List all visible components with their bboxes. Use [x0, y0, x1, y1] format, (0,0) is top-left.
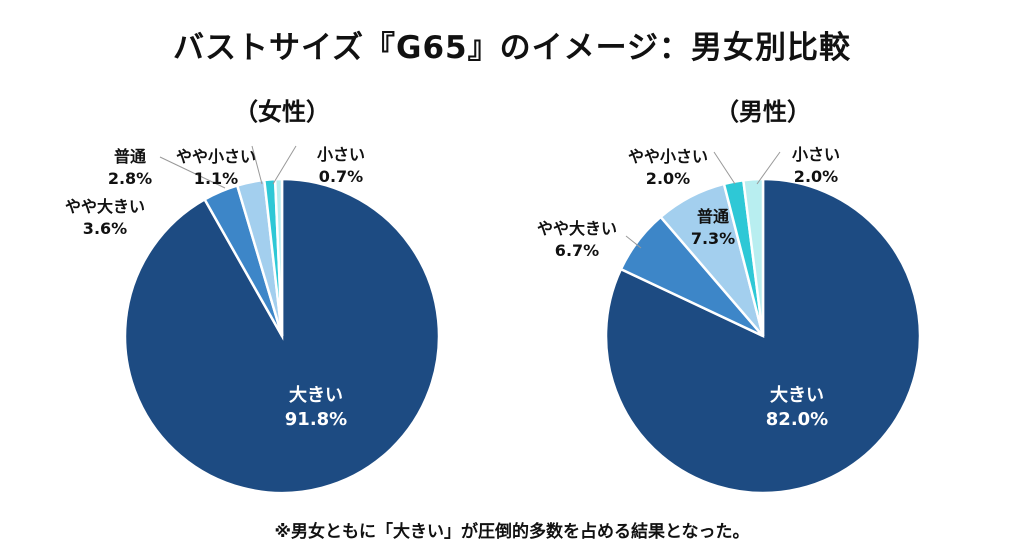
- percent-label: 2.0%: [645, 169, 691, 188]
- male-leader-line-1: [625, 235, 642, 249]
- male-data-label: やや大きい 6.7%: [537, 218, 617, 262]
- category-label: 小さい: [791, 145, 841, 164]
- category-label: やや小さい: [175, 147, 257, 166]
- percent-label: 6.7%: [554, 241, 600, 260]
- category-label: 大きい: [288, 385, 343, 406]
- footnote: ※男女ともに「大きい」が圧倒的多数を占める結果となった。: [274, 522, 750, 542]
- female-data-label: やや小さい 1.1%: [176, 146, 256, 190]
- female-data-label: やや大きい 3.6%: [65, 196, 145, 240]
- male-data-label: 普通 7.3%: [691, 206, 735, 250]
- female-leader-line-2: [159, 156, 226, 189]
- percent-label: 1.1%: [193, 169, 239, 188]
- female-data-label: 小さい 0.7%: [317, 144, 365, 188]
- category-label: 小さい: [316, 145, 366, 164]
- category-label: 大きい: [769, 385, 824, 406]
- female-data-label: 大きい 91.8%: [285, 384, 347, 432]
- male-data-label: 大きい 82.0%: [766, 384, 828, 432]
- female-leader-line-4: [272, 145, 297, 185]
- male-data-label: 小さい 2.0%: [792, 144, 840, 188]
- female-slice-4: [273, 177, 284, 337]
- male-data-label: やや小さい 2.0%: [628, 146, 708, 190]
- category-label: 普通: [113, 147, 146, 166]
- chart-title: バストサイズ『G65』のイメージ：男女別比較: [172, 30, 852, 66]
- male-slice-4: [741, 177, 765, 337]
- percent-label: 2.0%: [793, 167, 839, 186]
- percent-label: 3.6%: [82, 219, 128, 238]
- percent-label: 82.0%: [765, 409, 829, 430]
- female-data-label: 普通 2.8%: [108, 146, 152, 190]
- male-leader-line-3: [713, 151, 736, 185]
- category-label: やや大きい: [536, 219, 618, 238]
- percent-label: 91.8%: [284, 409, 348, 430]
- category-label: やや小さい: [627, 147, 709, 166]
- male-pie-title: （男性）: [715, 98, 811, 126]
- male-leader-line-4: [756, 151, 781, 185]
- percent-label: 0.7%: [318, 167, 364, 186]
- percent-label: 2.8%: [107, 169, 153, 188]
- female-pie-title: （女性）: [234, 98, 330, 126]
- percent-label: 7.3%: [690, 229, 736, 248]
- category-label: 普通: [696, 207, 729, 226]
- female-leader-line-3: [251, 145, 263, 185]
- category-label: やや大きい: [64, 197, 146, 216]
